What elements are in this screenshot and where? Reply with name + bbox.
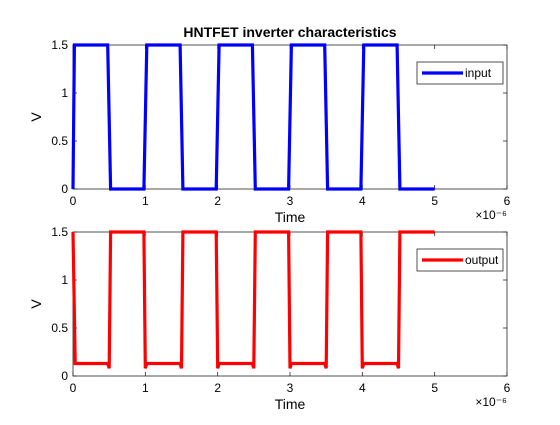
x-tick-label: 3 <box>287 194 294 208</box>
y-tick-label: 0 <box>61 369 68 383</box>
x-tick-label: 2 <box>214 194 221 208</box>
y-tick-label: 1 <box>61 273 68 287</box>
y-tick-label: 1.5 <box>51 38 68 52</box>
y-axis-label: V <box>28 299 44 309</box>
x-exponent-label: ×10⁻⁶ <box>475 208 507 222</box>
x-tick-label: 3 <box>287 381 294 395</box>
x-tick-label: 6 <box>504 194 511 208</box>
x-tick-label: 0 <box>70 194 77 208</box>
x-exponent-label: ×10⁻⁶ <box>475 395 507 409</box>
x-axis-label: Time <box>275 396 306 412</box>
x-tick-label: 1 <box>142 194 149 208</box>
x-axis-label: Time <box>275 209 306 225</box>
x-tick-label: 2 <box>214 381 221 395</box>
series-line-input <box>71 43 435 191</box>
x-tick-label: 5 <box>431 381 438 395</box>
y-tick-label: 0.5 <box>51 321 68 335</box>
x-tick-label: 4 <box>359 381 366 395</box>
y-tick-label: 0.5 <box>51 134 68 148</box>
x-tick-label: 5 <box>431 194 438 208</box>
y-axis-label: V <box>28 112 44 122</box>
chart-title: HNTFET inverter characteristics <box>183 24 396 40</box>
x-tick-label: 1 <box>142 381 149 395</box>
legend-label: output <box>465 253 499 267</box>
y-tick-label: 1.5 <box>51 225 68 239</box>
chart-panel-0: 0 1 2 3 4 5 6 0 0.5 1 1.5 Time V ×10⁻⁶ HNTFET inverter… <box>28 24 511 225</box>
y-tick-label: 1 <box>61 86 68 100</box>
legend: input <box>416 61 504 85</box>
x-tick-label: 6 <box>504 381 511 395</box>
y-tick-label: 0 <box>61 182 68 196</box>
legend: output <box>416 248 504 272</box>
x-tick-label: 4 <box>359 194 366 208</box>
series-line-output <box>71 230 435 369</box>
x-tick-label: 0 <box>70 381 77 395</box>
chart-panel-1: 0 1 2 3 4 5 6 0 0.5 1 1.5 Time V ×10⁻⁶ output <box>28 225 511 412</box>
legend-label: input <box>465 66 492 80</box>
